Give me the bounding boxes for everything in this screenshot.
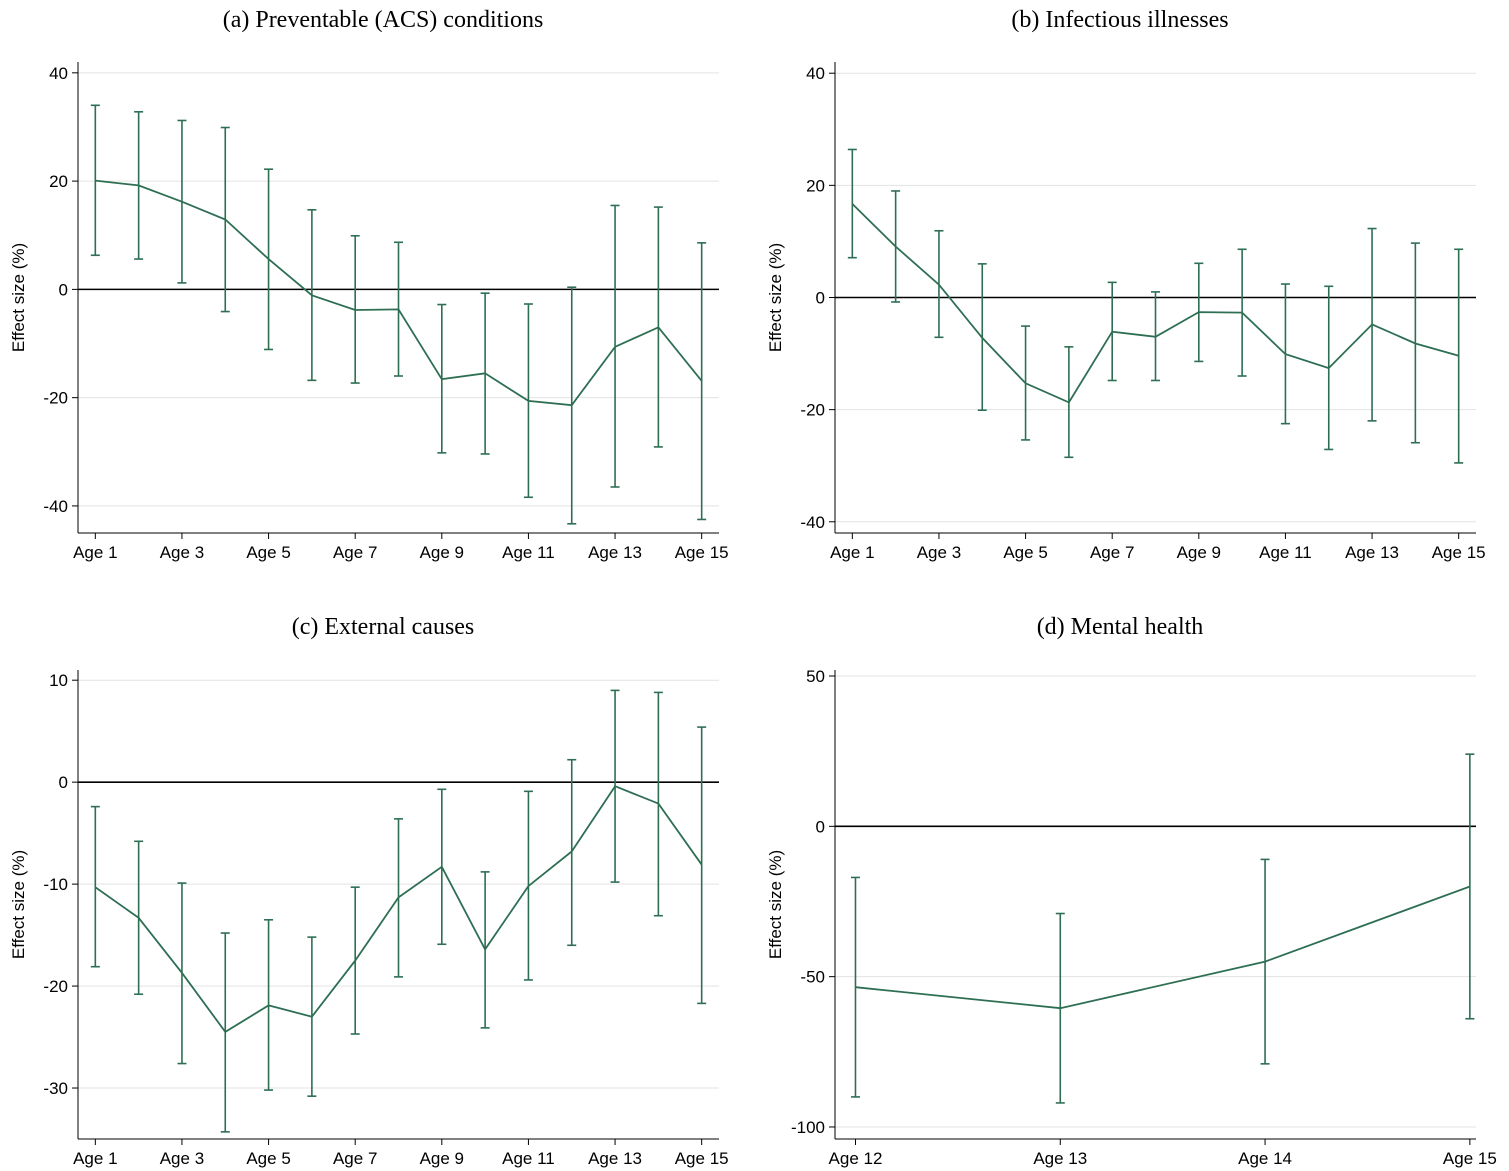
- y-axis-title: Effect size (%): [766, 850, 785, 959]
- chart-title: (a) Preventable (ACS) conditions: [223, 7, 544, 33]
- y-tick-label: 40: [806, 64, 825, 83]
- x-tick-label: Age 9: [420, 543, 464, 562]
- x-tick-label: Age 1: [830, 543, 874, 562]
- x-tick-label: Age 9: [1177, 543, 1221, 562]
- estimate-line: [95, 179, 703, 407]
- y-tick-label: -40: [43, 497, 68, 516]
- chart-panel-3: (c) External causes 10 0 -10 -20 -30 Age 1 Age …: [9, 614, 729, 1168]
- y-tick-label: -50: [800, 968, 825, 987]
- x-tick-label: Age 9: [420, 1149, 464, 1168]
- x-tick-label: Age 15: [675, 1149, 729, 1168]
- x-tick-label: Age 7: [333, 543, 377, 562]
- x-tick-label: Age 1: [73, 543, 117, 562]
- y-tick-label: 0: [816, 289, 825, 308]
- x-tick-label: Age 3: [160, 543, 204, 562]
- y-tick-label: 20: [49, 172, 68, 191]
- x-tick-label: Age 15: [675, 543, 729, 562]
- x-tick-label: Age 5: [246, 543, 290, 562]
- y-tick-label: 0: [816, 817, 825, 836]
- x-tick-label: Age 11: [1259, 543, 1312, 562]
- y-tick-label: -40: [800, 513, 825, 532]
- estimate-line: [851, 203, 1459, 404]
- x-tick-label: Age 7: [333, 1149, 377, 1168]
- chart-panel-1: (a) Preventable (ACS) conditions 40 20 0 -20…: [9, 7, 729, 562]
- y-tick-label: 0: [59, 280, 68, 299]
- estimate-line: [94, 785, 703, 1034]
- x-tick-label: Age 3: [160, 1149, 204, 1168]
- y-tick-label: -20: [43, 389, 68, 408]
- x-tick-label: Age 11: [502, 543, 555, 562]
- x-tick-label: Age 5: [246, 1149, 290, 1168]
- x-tick-label: Age 13: [1033, 1149, 1087, 1168]
- x-tick-label: Age 12: [829, 1149, 883, 1168]
- y-tick-label: 10: [49, 671, 68, 690]
- estimate-line: [855, 885, 1471, 1010]
- y-tick-label: -10: [43, 875, 68, 894]
- y-tick-label: -30: [43, 1079, 68, 1098]
- y-axis-title: Effect size (%): [9, 243, 28, 352]
- x-tick-label: Age 13: [1345, 543, 1399, 562]
- x-tick-label: Age 15: [1443, 1149, 1497, 1168]
- chart-title: (b) Infectious illnesses: [1011, 7, 1228, 33]
- x-tick-label: Age 1: [73, 1149, 117, 1168]
- x-tick-label: Age 11: [502, 1149, 555, 1168]
- y-axis-title: Effect size (%): [9, 850, 28, 959]
- y-axis-title: Effect size (%): [766, 243, 785, 352]
- y-tick-label: 50: [806, 667, 825, 686]
- y-tick-label: 20: [806, 176, 825, 195]
- x-tick-label: Age 5: [1003, 543, 1047, 562]
- chart-panel-2: (b) Infectious illnesses 40 20 0 -20 -40 Age 1…: [766, 7, 1486, 562]
- x-tick-label: Age 15: [1432, 543, 1486, 562]
- y-tick-label: -20: [43, 977, 68, 996]
- chart-title: (d) Mental health: [1037, 614, 1204, 640]
- x-tick-label: Age 13: [588, 1149, 642, 1168]
- x-tick-label: Age 7: [1090, 543, 1134, 562]
- y-tick-label: 0: [59, 773, 68, 792]
- x-tick-label: Age 3: [917, 543, 961, 562]
- chart-title: (c) External causes: [292, 614, 475, 640]
- x-tick-label: Age 13: [588, 543, 642, 562]
- y-tick-label: 40: [49, 64, 68, 83]
- y-tick-label: -20: [800, 401, 825, 420]
- y-tick-label: -100: [791, 1118, 825, 1137]
- x-tick-label: Age 14: [1238, 1149, 1292, 1168]
